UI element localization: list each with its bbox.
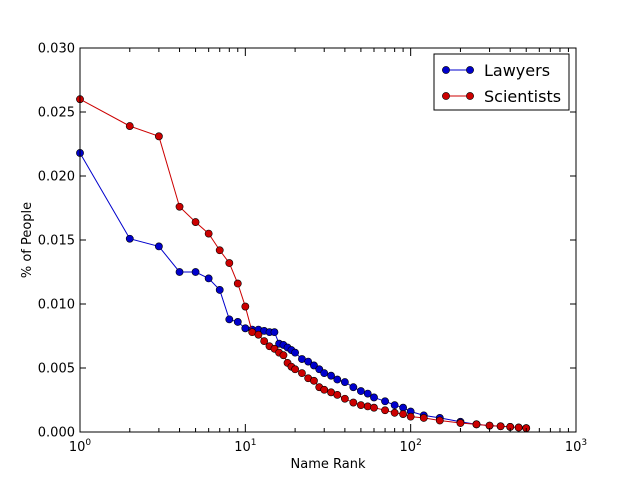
legend-item-scientists: Scientists (442, 87, 561, 106)
legend-marker (466, 92, 474, 100)
data-point (175, 202, 184, 211)
x-tick-label: 100 (69, 438, 92, 455)
data-point (291, 365, 300, 374)
data-point (233, 318, 242, 326)
series-scientists (76, 95, 531, 433)
data-point (215, 286, 224, 294)
data-point (435, 416, 444, 425)
data-point (327, 371, 335, 380)
data-point (356, 401, 365, 410)
data-point (363, 389, 372, 398)
data-point (279, 351, 288, 360)
y-tick-label: 0.015 (38, 234, 75, 249)
data-point (154, 242, 163, 251)
legend-label: Lawyers (484, 61, 550, 80)
x-tick-label: 101 (234, 438, 256, 455)
data-point (241, 302, 250, 311)
data-point (363, 402, 372, 411)
legend-marker (466, 66, 474, 74)
y-tick-label: 0.030 (38, 42, 75, 57)
legend-label: Scientists (484, 87, 561, 106)
data-point (333, 390, 342, 399)
data-point (125, 234, 134, 243)
data-point (406, 412, 415, 421)
y-tick-label: 0.020 (38, 170, 75, 185)
data-point (310, 361, 318, 370)
data-point (241, 324, 250, 333)
data-point (175, 268, 184, 276)
data-point (260, 337, 269, 346)
data-point (215, 246, 224, 255)
data-point (254, 330, 263, 339)
y-axis: 0.000 0.005 0.010 0.015 0.020 0.025 0.030 (38, 42, 576, 441)
data-point (191, 218, 200, 226)
data-point (390, 408, 399, 417)
plot-background (80, 48, 576, 432)
data-point (310, 376, 318, 385)
data-point (381, 397, 389, 406)
data-point (370, 393, 378, 402)
legend: Lawyers Scientists (433, 53, 570, 111)
data-point (125, 122, 134, 130)
data-point (225, 259, 234, 267)
legend-marker (442, 66, 450, 74)
data-point (349, 398, 358, 407)
data-point (419, 414, 428, 422)
data-point (191, 268, 200, 276)
data-point (340, 378, 349, 386)
data-point (333, 375, 342, 384)
data-point (204, 274, 213, 283)
legend-frame (433, 53, 570, 111)
data-point (304, 357, 313, 366)
data-point (356, 387, 365, 395)
plot-area (76, 47, 577, 433)
data-point (154, 132, 163, 141)
legend-item-lawyers: Lawyers (442, 61, 550, 80)
data-point (349, 383, 358, 392)
data-point (225, 315, 234, 324)
y-axis-label: % of People (20, 202, 35, 278)
data-point (291, 348, 300, 357)
data-point (514, 423, 523, 432)
data-point (340, 394, 349, 403)
data-point (370, 403, 378, 412)
data-point (320, 369, 329, 378)
x-axis: 100 101 102 103 (69, 48, 587, 455)
y-tick-label: 0.010 (38, 298, 75, 313)
data-point (399, 410, 408, 418)
data-point (298, 369, 306, 378)
data-point (320, 385, 329, 394)
data-point (381, 406, 389, 415)
data-point (270, 328, 279, 337)
data-point (496, 422, 505, 431)
data-point (204, 229, 213, 238)
data-point (472, 420, 481, 429)
data-point (233, 279, 242, 288)
x-tick-label: 102 (400, 438, 422, 455)
data-point (456, 419, 465, 427)
x-axis-label: Name Rank (291, 457, 366, 472)
legend-marker (442, 92, 450, 100)
y-tick-label: 0.005 (38, 362, 75, 377)
y-tick-label: 0.000 (38, 426, 75, 441)
x-tick-label: 103 (565, 438, 587, 455)
y-tick-label: 0.025 (38, 106, 75, 121)
data-point (390, 401, 399, 410)
